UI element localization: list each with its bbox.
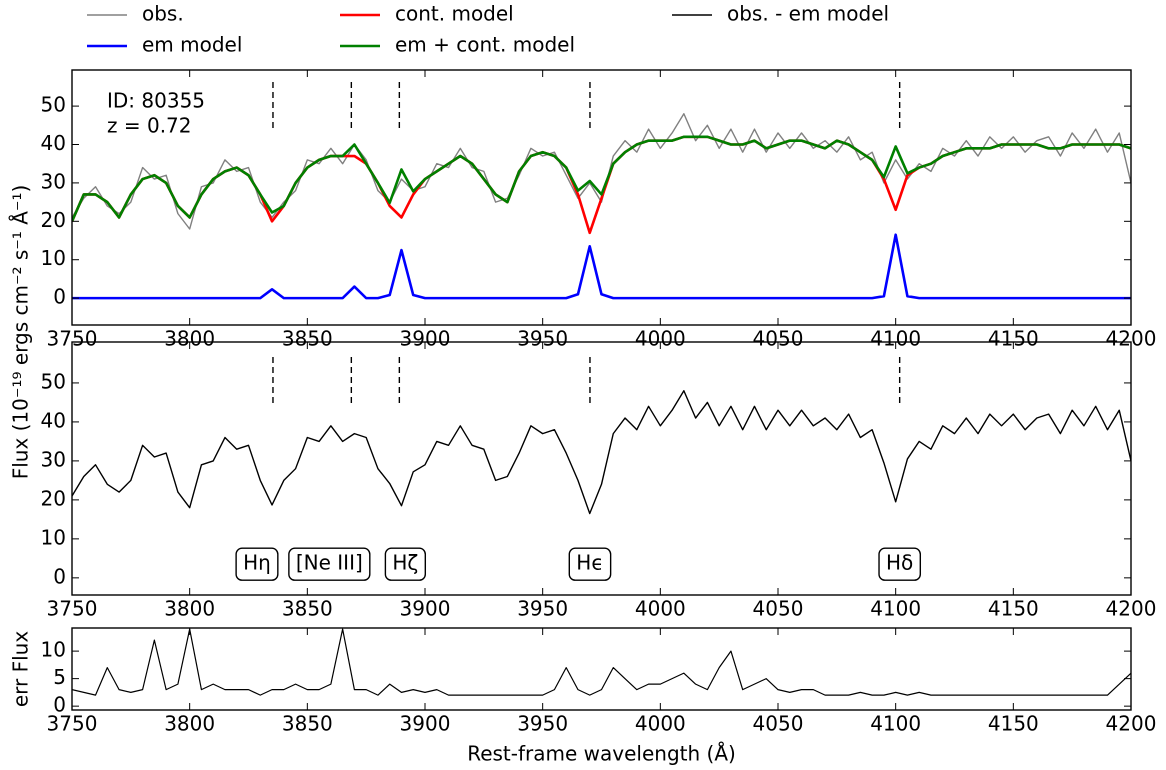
y-tick-label: 10 bbox=[41, 638, 66, 662]
x-tick-label: 3850 bbox=[282, 597, 333, 621]
x-tick-label: 4050 bbox=[753, 597, 804, 621]
line-label-box bbox=[235, 547, 279, 581]
y-tick-label: 10 bbox=[41, 246, 66, 270]
y-tick-label: 40 bbox=[41, 408, 66, 432]
annotation: z = 0.72 bbox=[107, 114, 192, 138]
y-axis-label: Flux (10⁻¹⁹ ergs cm⁻² s⁻¹ Å⁻¹) bbox=[9, 185, 33, 480]
legend-label: obs. - em model bbox=[727, 2, 889, 26]
line-label: Hδ bbox=[886, 551, 913, 575]
legend-label: em model bbox=[142, 33, 242, 57]
legend-label: obs. bbox=[142, 2, 184, 26]
x-tick-label: 3950 bbox=[517, 712, 568, 736]
y-tick-label: 30 bbox=[41, 169, 66, 193]
line-label-box bbox=[878, 547, 922, 581]
x-tick-label: 3800 bbox=[164, 712, 215, 736]
plot-area bbox=[72, 628, 1131, 696]
x-axis-label: Rest-frame wavelength (Å) bbox=[467, 742, 736, 766]
y-tick-label: 5 bbox=[53, 665, 66, 689]
x-tick-label: 4050 bbox=[753, 712, 804, 736]
x-tick-label: 4100 bbox=[870, 597, 921, 621]
legend-label: cont. model bbox=[395, 2, 514, 26]
plot-area bbox=[72, 390, 1131, 515]
series-line bbox=[72, 233, 1131, 300]
y-tick-label: 0 bbox=[53, 285, 66, 309]
y-tick-label: 0 bbox=[53, 693, 66, 717]
line-label-box bbox=[288, 547, 371, 581]
annotation: ID: 80355 bbox=[107, 89, 205, 113]
y-axis-label: err Flux bbox=[9, 631, 33, 707]
y-tick-label: 10 bbox=[41, 525, 66, 549]
x-tick-label: 4200 bbox=[1106, 597, 1157, 621]
axes-frame bbox=[71, 341, 1132, 596]
legend-label: em + cont. model bbox=[395, 33, 575, 57]
y-tick-label: 20 bbox=[41, 486, 66, 510]
y-tick-label: 40 bbox=[41, 131, 66, 155]
y-tick-label: 50 bbox=[41, 369, 66, 393]
y-tick-label: 20 bbox=[41, 208, 66, 232]
series-line bbox=[72, 113, 1131, 230]
line-label: Hζ bbox=[392, 551, 418, 575]
y-tick-label: 50 bbox=[41, 93, 66, 117]
x-tick-label: 4200 bbox=[1106, 712, 1157, 736]
series-line bbox=[72, 628, 1131, 696]
x-tick-label: 3950 bbox=[517, 597, 568, 621]
x-tick-label: 4150 bbox=[988, 597, 1039, 621]
line-label-box bbox=[568, 547, 612, 581]
series-line bbox=[72, 135, 1131, 222]
x-tick-label: 3750 bbox=[47, 712, 98, 736]
x-tick-label: 4000 bbox=[635, 712, 686, 736]
axes-frame bbox=[71, 627, 1132, 711]
line-label: Hη bbox=[243, 551, 271, 575]
x-tick-label: 3900 bbox=[400, 597, 451, 621]
line-label-box bbox=[384, 547, 427, 581]
x-tick-label: 4000 bbox=[635, 597, 686, 621]
plot-area bbox=[72, 113, 1131, 300]
x-tick-label: 3900 bbox=[400, 712, 451, 736]
series-line bbox=[72, 135, 1131, 235]
x-tick-label: 3850 bbox=[282, 712, 333, 736]
y-tick-label: 0 bbox=[53, 564, 66, 588]
x-tick-label: 4150 bbox=[988, 712, 1039, 736]
x-tick-label: 3800 bbox=[164, 597, 215, 621]
y-tick-label: 30 bbox=[41, 447, 66, 471]
line-label: Hϵ bbox=[576, 551, 603, 575]
x-tick-label: 4100 bbox=[870, 712, 921, 736]
series-line bbox=[72, 390, 1131, 515]
x-tick-label: 3750 bbox=[47, 597, 98, 621]
axes-frame bbox=[71, 69, 1132, 326]
line-label: [Ne III] bbox=[296, 551, 363, 575]
